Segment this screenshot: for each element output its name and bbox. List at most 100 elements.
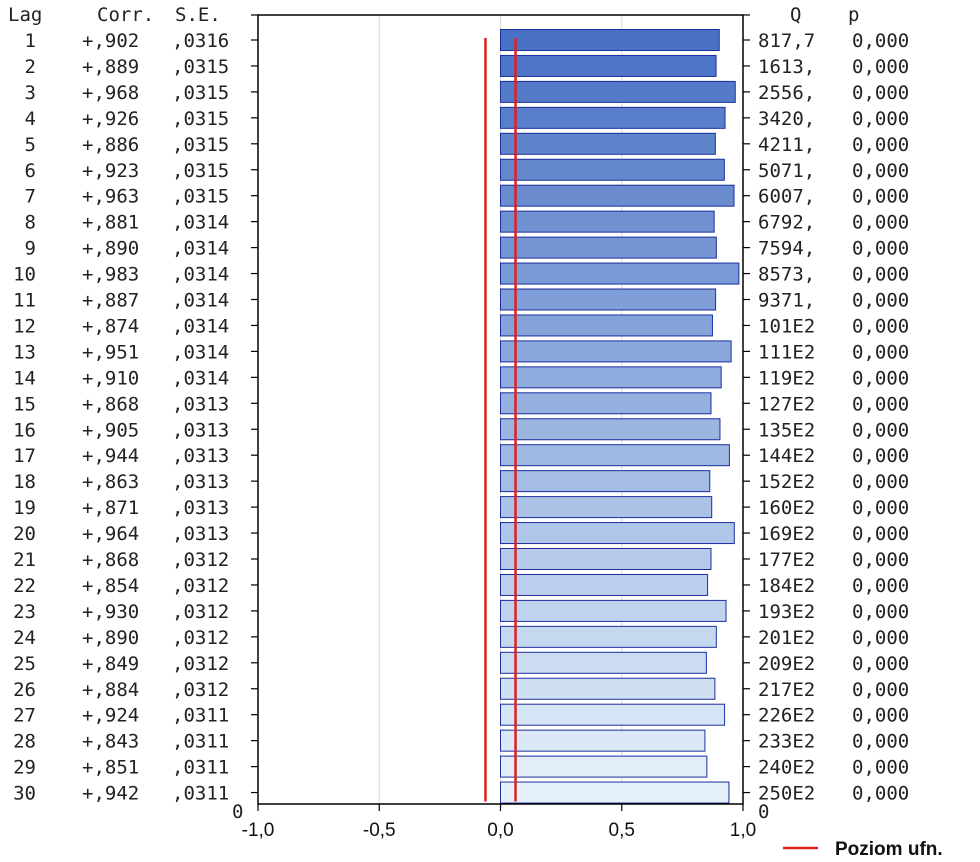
q-label: 119E2 — [758, 367, 815, 389]
se-label: ,0314 — [172, 315, 229, 337]
p-label: 0,000 — [852, 160, 909, 182]
lag-label: 13 — [13, 341, 36, 363]
lag-label: 16 — [13, 419, 36, 441]
se-label: ,0311 — [172, 757, 229, 779]
x-tick-label: -1,0 — [242, 820, 275, 841]
se-label: ,0316 — [172, 30, 229, 52]
corr-label: +,851 — [82, 757, 139, 779]
lag-label: 4 — [25, 108, 36, 130]
bar-lag-6 — [500, 158, 725, 181]
q-label: 169E2 — [758, 523, 815, 545]
bar-lag-26 — [500, 677, 716, 700]
zero-row-left: 0 — [232, 801, 243, 823]
header-q: Q — [790, 4, 801, 26]
corr-label: +,910 — [82, 367, 139, 389]
lag-label: 21 — [13, 549, 36, 571]
lag-label: 29 — [13, 757, 36, 779]
p-label: 0,000 — [852, 471, 909, 493]
bar-lag-3 — [500, 80, 736, 103]
q-label: 7594, — [758, 238, 815, 260]
x-tick-label: 0,5 — [609, 820, 635, 841]
p-label: 0,000 — [852, 341, 909, 363]
corr-label: +,890 — [82, 238, 139, 260]
q-label: 1613, — [758, 56, 815, 78]
lag-label: 12 — [13, 315, 36, 337]
corr-label: +,874 — [82, 315, 139, 337]
corr-label: +,854 — [82, 575, 139, 597]
lag-label: 9 — [25, 238, 36, 260]
zero-row-right: 0 — [758, 801, 769, 823]
bar-lag-9 — [500, 236, 717, 259]
bar-lag-11 — [500, 288, 717, 311]
lag-label: 30 — [13, 783, 36, 805]
se-label: ,0313 — [172, 497, 229, 519]
se-label: ,0311 — [172, 705, 229, 727]
corr-label: +,868 — [82, 393, 139, 415]
se-label: ,0314 — [172, 290, 229, 312]
table-text: 1 +,902 ,0316 817,7 0,000 2 +,889 ,0315 1613, 0,0… — [13, 30, 909, 805]
q-label: 144E2 — [758, 445, 815, 467]
header-corr: Corr. — [97, 4, 154, 26]
q-label: 101E2 — [758, 315, 815, 337]
p-label: 0,000 — [852, 315, 909, 337]
corr-label: +,924 — [82, 705, 139, 727]
corr-label: +,890 — [82, 627, 139, 649]
q-label: 127E2 — [758, 393, 815, 415]
se-label: ,0314 — [172, 341, 229, 363]
q-label: 217E2 — [758, 679, 815, 701]
q-label: 209E2 — [758, 653, 815, 675]
corr-label: +,905 — [82, 419, 139, 441]
bar-lag-4 — [500, 106, 726, 129]
p-label: 0,000 — [852, 627, 909, 649]
q-label: 5071, — [758, 160, 815, 182]
p-label: 0,000 — [852, 575, 909, 597]
corr-label: +,887 — [82, 290, 139, 312]
corr-label: +,926 — [82, 108, 139, 130]
p-label: 0,000 — [852, 212, 909, 234]
bar-lag-19 — [500, 496, 713, 519]
p-label: 0,000 — [852, 731, 909, 753]
x-tick-label: 0,0 — [487, 820, 513, 841]
bar-lag-23 — [500, 599, 727, 622]
se-label: ,0313 — [172, 471, 229, 493]
p-label: 0,000 — [852, 523, 909, 545]
lag-label: 19 — [13, 497, 36, 519]
se-label: ,0313 — [172, 393, 229, 415]
se-label: ,0315 — [172, 56, 229, 78]
corr-label: +,983 — [82, 264, 139, 286]
lag-label: 25 — [13, 653, 36, 675]
corr-label: +,889 — [82, 56, 139, 78]
x-tick-label: 1,0 — [730, 820, 756, 841]
lag-label: 14 — [13, 367, 36, 389]
bar-lag-5 — [500, 132, 716, 155]
bar-lag-10 — [500, 262, 740, 285]
q-label: 152E2 — [758, 471, 815, 493]
lag-label: 23 — [13, 601, 36, 623]
se-label: ,0313 — [172, 419, 229, 441]
se-label: ,0315 — [172, 134, 229, 156]
se-label: ,0312 — [172, 601, 229, 623]
p-label: 0,000 — [852, 186, 909, 208]
p-label: 0,000 — [852, 238, 909, 260]
legend-label: Poziom ufn. — [835, 839, 943, 860]
axis-ticks — [251, 14, 750, 811]
bar-lag-25 — [500, 651, 707, 674]
bar-lag-12 — [500, 314, 713, 337]
p-label: 0,000 — [852, 108, 909, 130]
q-label: 177E2 — [758, 549, 815, 571]
lag-label: 20 — [13, 523, 36, 545]
lag-label: 28 — [13, 731, 36, 753]
corr-label: +,886 — [82, 134, 139, 156]
se-label: ,0315 — [172, 160, 229, 182]
header-p: p — [848, 4, 859, 26]
corr-label: +,963 — [82, 186, 139, 208]
se-label: ,0314 — [172, 264, 229, 286]
header-se: S.E. — [175, 4, 221, 26]
q-label: 135E2 — [758, 419, 815, 441]
p-label: 0,000 — [852, 601, 909, 623]
q-label: 184E2 — [758, 575, 815, 597]
corr-label: +,863 — [82, 471, 139, 493]
q-label: 240E2 — [758, 757, 815, 779]
bar-lag-16 — [500, 418, 721, 441]
se-label: ,0312 — [172, 627, 229, 649]
